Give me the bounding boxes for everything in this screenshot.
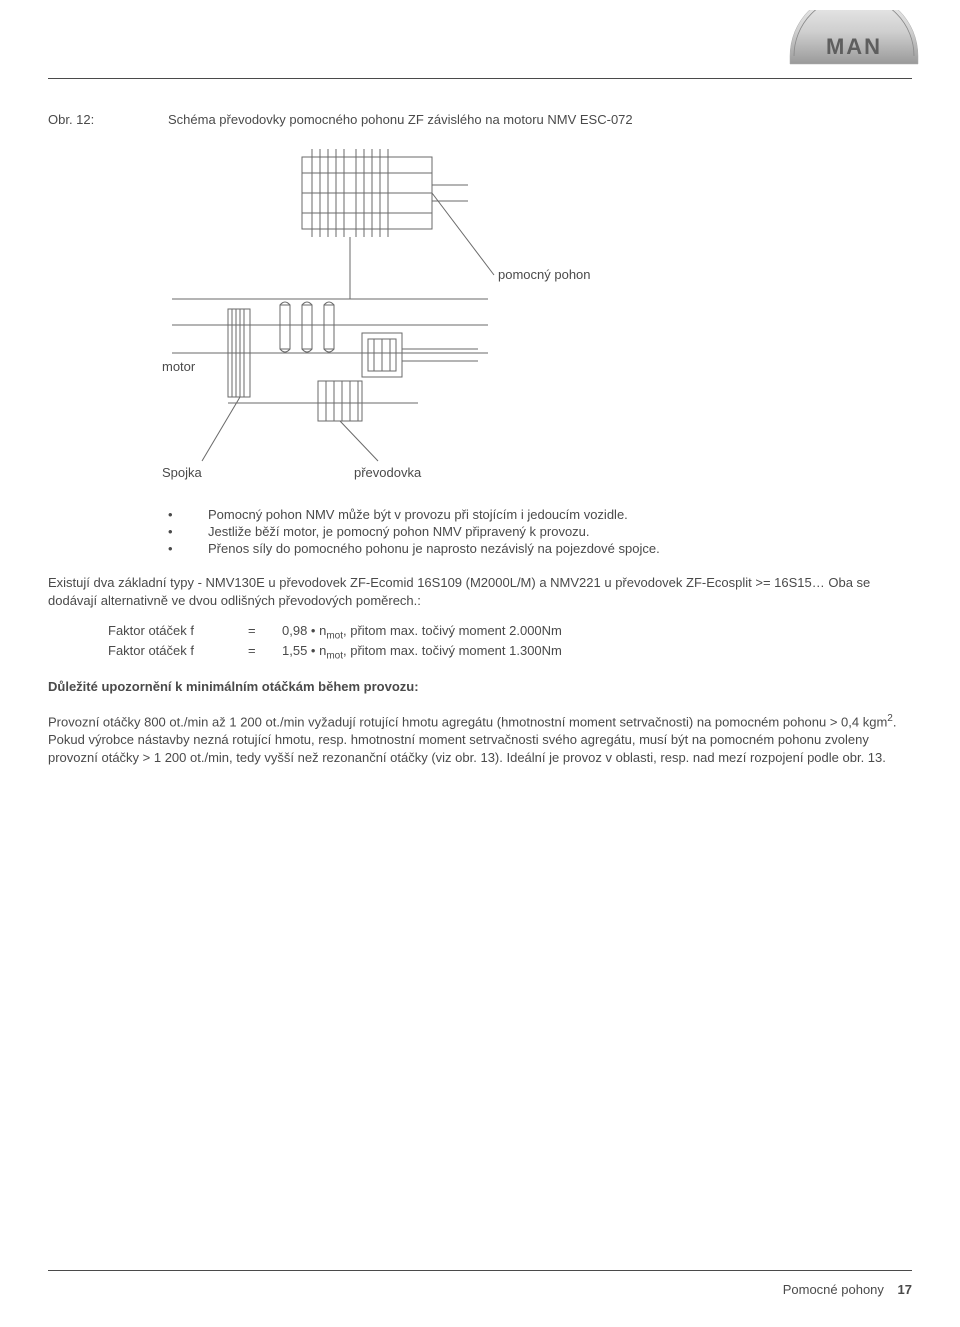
- diagram-label-clutch: Spojka: [162, 465, 202, 480]
- diagram-label-aux: pomocný pohon: [498, 267, 591, 282]
- figure-title: Schéma převodovky pomocného pohonu ZF zá…: [168, 112, 912, 127]
- svg-text:MAN: MAN: [826, 34, 882, 59]
- factor-suffix: , přitom max. točivý moment 1.300Nm: [343, 643, 562, 658]
- bullet-text: Jestliže běží motor, je pomocný pohon NM…: [208, 524, 912, 539]
- factor-value: 0,98 • nmot, přitom max. točivý moment 2…: [282, 623, 912, 642]
- page-content: Obr. 12: Schéma převodovky pomocného poh…: [48, 60, 912, 766]
- page-number: 17: [898, 1282, 912, 1297]
- factor-label: Faktor otáček f: [108, 643, 248, 662]
- list-item: • Přenos síly do pomocného pohonu je nap…: [168, 541, 912, 556]
- diagram-label-motor: motor: [162, 359, 195, 374]
- factor-sub: mot: [326, 631, 343, 642]
- figure-label: Obr. 12:: [48, 112, 168, 127]
- page-footer: Pomocné pohony 17: [783, 1282, 912, 1297]
- factor-sub: mot: [326, 650, 343, 661]
- paragraph-1: Existují dva základní typy - NMV130E u p…: [48, 574, 912, 609]
- bullet-dot: •: [168, 541, 208, 556]
- list-item: • Jestliže běží motor, je pomocný pohon …: [168, 524, 912, 539]
- factor-value: 1,55 • nmot, přitom max. točivý moment 1…: [282, 643, 912, 662]
- factor-row: Faktor otáček f = 0,98 • nmot, přitom ma…: [108, 623, 912, 642]
- factor-label: Faktor otáček f: [108, 623, 248, 642]
- top-rule: [48, 78, 912, 79]
- factor-block: Faktor otáček f = 0,98 • nmot, přitom ma…: [108, 623, 912, 661]
- factor-eq: =: [248, 623, 282, 642]
- bullet-text: Pomocný pohon NMV může být v provozu při…: [208, 507, 912, 522]
- bottom-rule: [48, 1270, 912, 1271]
- para2-a: Provozní otáčky 800 ot./min až 1 200 ot.…: [48, 715, 887, 730]
- list-item: • Pomocný pohon NMV může být v provozu p…: [168, 507, 912, 522]
- bullet-dot: •: [168, 507, 208, 522]
- gearbox-diagram: pomocný pohon motor Spojka převodovka: [168, 149, 688, 489]
- factor-prefix: 0,98 • n: [282, 623, 326, 638]
- brand-logo: MAN: [784, 10, 924, 74]
- paragraph-2: Provozní otáčky 800 ot./min až 1 200 ot.…: [48, 712, 912, 766]
- bullet-dot: •: [168, 524, 208, 539]
- factor-suffix: , přitom max. točivý moment 2.000Nm: [343, 623, 562, 638]
- diagram-label-gearbox: převodovka: [354, 465, 421, 480]
- warning-heading: Důležité upozornění k minimálním otáčkám…: [48, 679, 912, 694]
- bullet-text: Přenos síly do pomocného pohonu je napro…: [208, 541, 912, 556]
- factor-row: Faktor otáček f = 1,55 • nmot, přitom ma…: [108, 643, 912, 662]
- factor-prefix: 1,55 • n: [282, 643, 326, 658]
- bullet-list: • Pomocný pohon NMV může být v provozu p…: [168, 507, 912, 556]
- factor-eq: =: [248, 643, 282, 662]
- footer-section: Pomocné pohony: [783, 1282, 884, 1297]
